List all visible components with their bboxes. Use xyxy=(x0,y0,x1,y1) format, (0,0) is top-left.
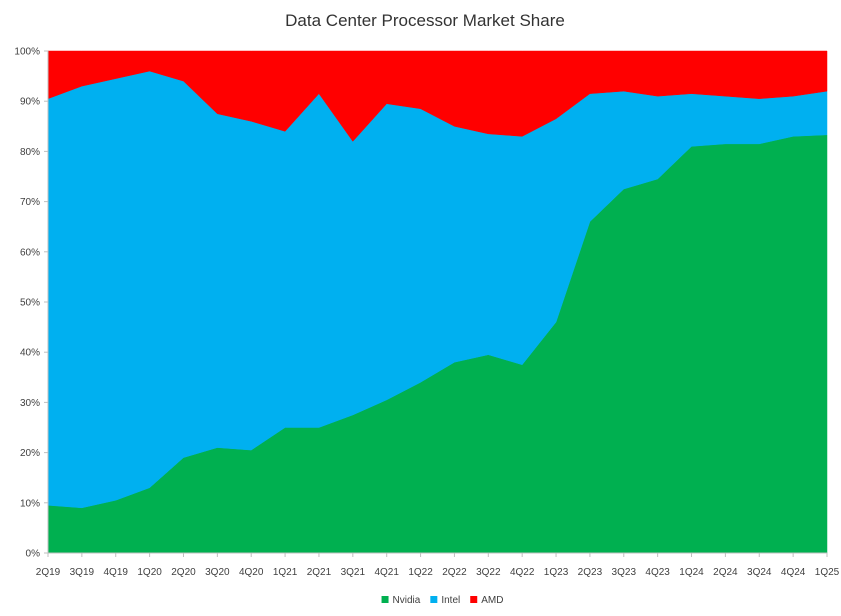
legend-label-nvidia: Nvidia xyxy=(393,595,421,606)
x-tick-label: 2Q19 xyxy=(36,567,61,578)
legend-label-amd: AMD xyxy=(481,595,503,606)
x-tick-label: 1Q23 xyxy=(544,567,569,578)
chart-title: Data Center Processor Market Share xyxy=(285,11,565,30)
y-tick-label: 10% xyxy=(20,498,40,509)
y-tick-label: 60% xyxy=(20,247,40,258)
x-tick-label: 1Q22 xyxy=(408,567,433,578)
x-tick-label: 2Q23 xyxy=(578,567,603,578)
y-tick-label: 90% xyxy=(20,97,40,108)
legend-swatch-nvidia xyxy=(381,596,389,603)
axes-layer: 0% 10% 20% 30% 40% 50% 60% 70% 80% 90% 100% 2Q19 3Q1… xyxy=(14,47,839,579)
legend-label-intel: Intel xyxy=(441,595,460,606)
y-tick-label: 0% xyxy=(26,549,41,560)
x-tick-label: 3Q24 xyxy=(747,567,772,578)
legend-swatch-intel xyxy=(430,596,438,603)
x-tick-label: 3Q22 xyxy=(476,567,501,578)
y-tick-label: 30% xyxy=(20,398,40,409)
x-tick-label: 3Q23 xyxy=(612,567,637,578)
x-tick-label: 4Q23 xyxy=(645,567,670,578)
y-tick-label: 50% xyxy=(20,298,40,309)
x-tick-label: 2Q20 xyxy=(171,567,196,578)
y-tick-label: 40% xyxy=(20,348,40,359)
area-series-amd xyxy=(47,50,828,142)
x-tick-label: 1Q20 xyxy=(137,567,162,578)
x-tick-label: 3Q19 xyxy=(70,567,95,578)
x-tick-label: 2Q21 xyxy=(307,567,332,578)
x-tick-label: 1Q21 xyxy=(273,567,298,578)
y-tick-label: 70% xyxy=(20,197,40,208)
y-tick-label: 20% xyxy=(20,448,40,459)
y-tick-label: 80% xyxy=(20,147,40,158)
x-tick-label: 4Q21 xyxy=(374,567,399,578)
x-tick-label: 4Q19 xyxy=(104,567,129,578)
x-tick-label: 4Q22 xyxy=(510,567,535,578)
x-tick-label: 3Q20 xyxy=(205,567,230,578)
x-tick-label: 4Q24 xyxy=(781,567,806,578)
x-tick-label: 4Q20 xyxy=(239,567,264,578)
x-tick-label: 1Q25 xyxy=(815,567,840,578)
x-tick-label: 2Q24 xyxy=(713,567,738,578)
x-tick-label: 1Q24 xyxy=(679,567,704,578)
y-tick-label: 100% xyxy=(14,47,40,58)
area-layer xyxy=(47,50,828,554)
x-tick-label: 2Q22 xyxy=(442,567,467,578)
legend-swatch-amd xyxy=(470,596,478,603)
x-tick-label: 3Q21 xyxy=(341,567,366,578)
legend: Nvidia Intel AMD xyxy=(381,595,503,606)
